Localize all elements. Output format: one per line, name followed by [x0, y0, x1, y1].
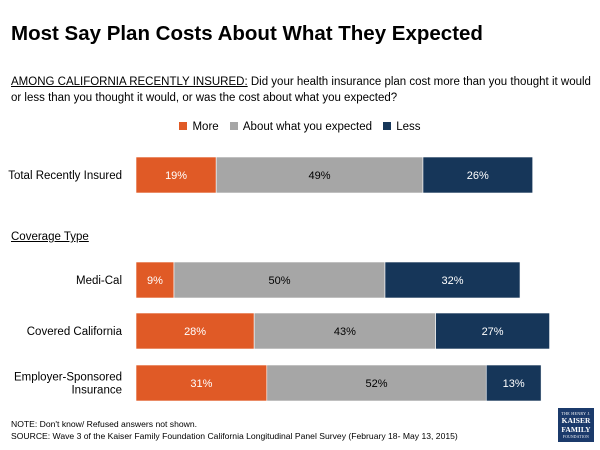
data-label-less-employer-sponsored-insurance: 13%: [503, 378, 525, 390]
legend-item-less: Less: [383, 121, 421, 133]
logo-line-1: THE HENRY J.: [561, 411, 591, 416]
kff-logo: THE HENRY J. KAISER FAMILY FOUNDATION: [558, 408, 594, 442]
legend-item-expected: About what you expected: [229, 121, 373, 133]
legend-swatch-less: [383, 122, 392, 130]
survey-question: AMONG CALIFORNIA RECENTLY INSURED: Did y…: [11, 74, 591, 106]
chart-legend: More About what you expected Less: [0, 121, 600, 133]
coverage-type-heading: Coverage Type: [11, 231, 89, 243]
legend-swatch-more: [179, 122, 188, 130]
data-label-more-medi-cal: 9%: [147, 275, 163, 287]
question-label: AMONG CALIFORNIA RECENTLY INSURED:: [11, 76, 248, 88]
bar-less-medi-cal: [384, 261, 521, 299]
category-label-medi-cal: Medi-Cal: [76, 275, 122, 287]
data-label-more-employer-sponsored-insurance: 31%: [190, 378, 212, 390]
bar-about-what-you-expected-medi-cal: [173, 261, 386, 299]
legend-label-expected: About what you expected: [242, 121, 373, 133]
logo-line-2: KAISER: [561, 416, 591, 425]
bar-about-what-you-expected-employer-sponsored-insurance: [266, 364, 487, 402]
bar-less-covered-california: [435, 312, 550, 350]
data-label-less-medi-cal: 32%: [441, 275, 463, 287]
footnotes: NOTE: Don't know/ Refused answers not sh…: [11, 418, 458, 442]
data-label-more-total-recently-insured: 19%: [165, 170, 187, 182]
legend-label-less: Less: [396, 121, 421, 133]
category-label-total-recently-insured: Total Recently Insured: [8, 170, 122, 182]
legend-item-more: More: [179, 121, 219, 133]
bar-more-total-recently-insured: [135, 156, 217, 194]
data-label-about-what-you-expected-total-recently-insured: 49%: [309, 170, 331, 182]
data-label-less-total-recently-insured: 26%: [467, 170, 489, 182]
source-text: SOURCE: Wave 3 of the Kaiser Family Foun…: [11, 431, 458, 441]
data-label-more-covered-california: 28%: [184, 326, 206, 338]
bar-more-medi-cal: [135, 261, 175, 299]
legend-label-more: More: [192, 121, 219, 133]
data-label-about-what-you-expected-covered-california: 43%: [334, 326, 356, 338]
page-title: Most Say Plan Costs About What They Expe…: [11, 22, 483, 45]
data-label-less-covered-california: 27%: [482, 326, 504, 338]
question-text: Did your health insurance plan cost more…: [11, 76, 591, 104]
bar-less-employer-sponsored-insurance: [485, 364, 542, 402]
bar-less-total-recently-insured: [422, 156, 533, 194]
bar-about-what-you-expected-covered-california: [253, 312, 436, 350]
logo-line-3: FAMILY: [561, 425, 591, 434]
bar-more-covered-california: [135, 312, 255, 350]
data-label-about-what-you-expected-employer-sponsored-insurance: 52%: [366, 378, 388, 390]
bar-more-employer-sponsored-insurance: [135, 364, 268, 402]
bar-about-what-you-expected-total-recently-insured: [215, 156, 424, 194]
legend-swatch-expected: [229, 122, 238, 130]
logo-line-4: FOUNDATION: [562, 435, 590, 439]
note-text: NOTE: Don't know/ Refused answers not sh…: [11, 419, 198, 429]
data-label-about-what-you-expected-medi-cal: 50%: [268, 275, 290, 287]
category-label-covered-california: Covered California: [27, 326, 123, 338]
category-label-employer-sponsored-insurance: Employer-Sponsored Insurance: [14, 372, 122, 397]
